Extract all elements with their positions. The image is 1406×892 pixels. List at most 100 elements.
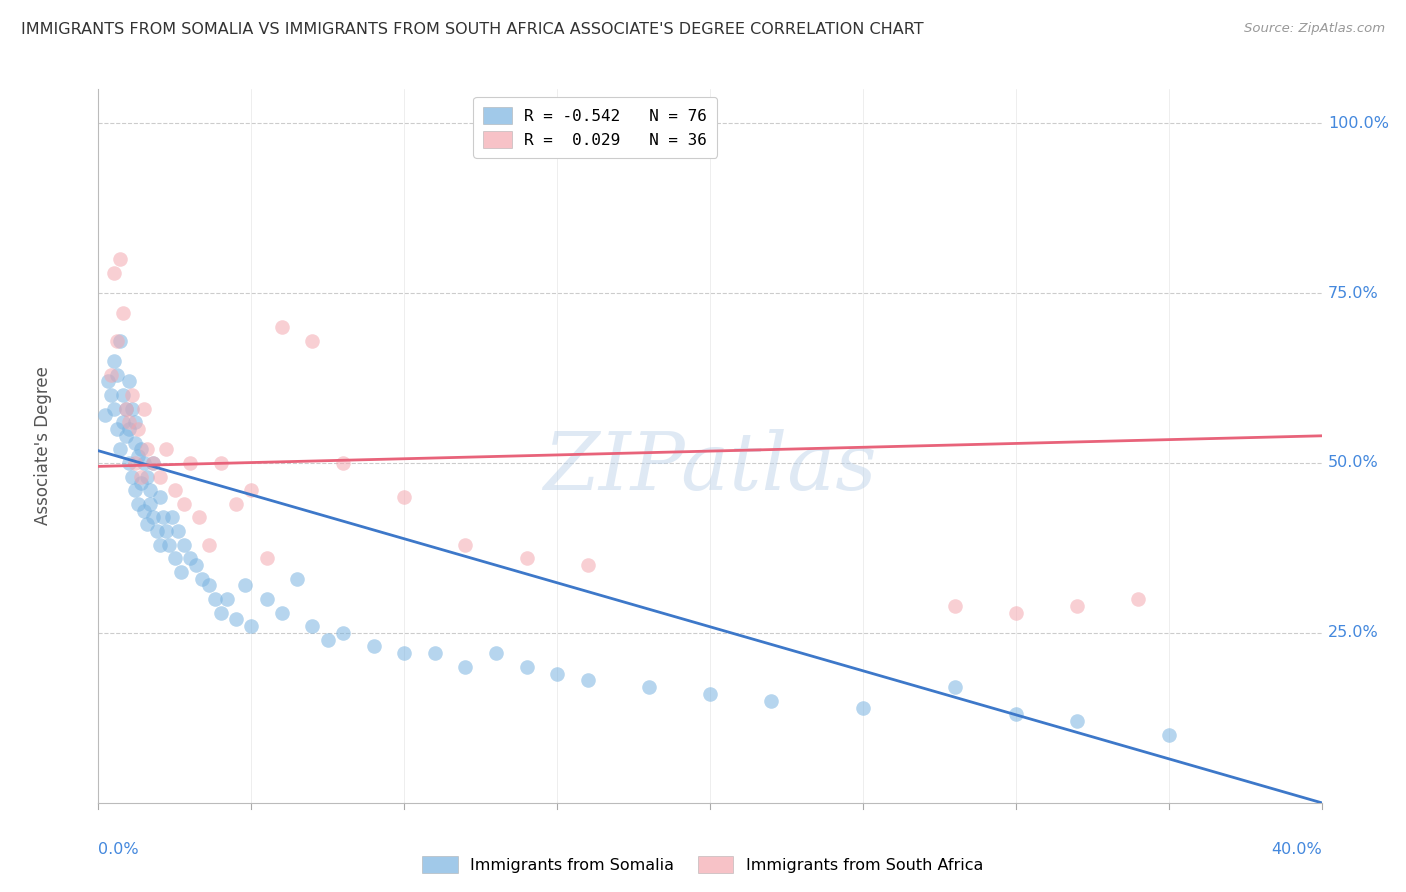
Point xyxy=(142,456,165,470)
Point xyxy=(157,537,180,551)
Point xyxy=(136,469,159,483)
Point xyxy=(149,537,172,551)
Point xyxy=(134,456,156,470)
Point xyxy=(127,449,149,463)
Point xyxy=(105,334,128,348)
Point xyxy=(1004,606,1026,620)
Point xyxy=(197,537,219,551)
Point xyxy=(127,422,149,436)
Point xyxy=(108,442,131,457)
Point xyxy=(301,334,323,348)
Point xyxy=(115,429,138,443)
Point xyxy=(316,632,339,647)
Point xyxy=(100,368,122,382)
Point xyxy=(363,640,385,654)
Point xyxy=(163,483,186,498)
Point xyxy=(134,503,156,517)
Point xyxy=(188,510,211,524)
Point xyxy=(170,565,193,579)
Point xyxy=(759,694,782,708)
Point xyxy=(179,456,201,470)
Point xyxy=(285,572,308,586)
Text: Source: ZipAtlas.com: Source: ZipAtlas.com xyxy=(1244,22,1385,36)
Point xyxy=(1004,707,1026,722)
Text: 25.0%: 25.0% xyxy=(1327,625,1378,640)
Point xyxy=(121,401,143,416)
Point xyxy=(149,469,172,483)
Point xyxy=(204,591,226,606)
Text: Associate's Degree: Associate's Degree xyxy=(34,367,52,525)
Point xyxy=(332,626,354,640)
Text: 100.0%: 100.0% xyxy=(1327,116,1389,131)
Point xyxy=(392,646,416,660)
Point xyxy=(129,442,152,457)
Point xyxy=(943,680,966,694)
Point xyxy=(152,510,174,524)
Point xyxy=(129,476,152,491)
Point xyxy=(124,435,146,450)
Point xyxy=(108,252,131,266)
Point xyxy=(105,422,128,436)
Point xyxy=(124,456,146,470)
Point xyxy=(191,572,214,586)
Point xyxy=(103,266,125,280)
Point xyxy=(111,415,134,429)
Point xyxy=(332,456,354,470)
Point xyxy=(256,551,278,566)
Point xyxy=(103,354,125,368)
Point xyxy=(215,591,238,606)
Point xyxy=(516,660,538,674)
Text: 40.0%: 40.0% xyxy=(1271,842,1322,857)
Point xyxy=(233,578,256,592)
Point xyxy=(256,591,278,606)
Point xyxy=(852,700,875,714)
Point xyxy=(225,497,247,511)
Point xyxy=(160,510,183,524)
Point xyxy=(197,578,219,592)
Point xyxy=(454,537,477,551)
Point xyxy=(167,524,190,538)
Point xyxy=(97,375,120,389)
Point xyxy=(136,517,159,532)
Point xyxy=(129,469,152,483)
Point xyxy=(179,551,201,566)
Point xyxy=(139,497,162,511)
Point xyxy=(546,666,568,681)
Point xyxy=(576,558,599,572)
Point xyxy=(1157,728,1180,742)
Point xyxy=(301,619,323,633)
Point xyxy=(118,375,141,389)
Text: ZIPatlas: ZIPatlas xyxy=(543,429,877,506)
Point xyxy=(142,510,165,524)
Point xyxy=(118,456,141,470)
Point xyxy=(93,409,115,423)
Point xyxy=(139,483,162,498)
Point xyxy=(576,673,599,688)
Point xyxy=(1128,591,1150,606)
Point xyxy=(145,524,167,538)
Legend: Immigrants from Somalia, Immigrants from South Africa: Immigrants from Somalia, Immigrants from… xyxy=(416,849,990,880)
Point xyxy=(124,483,146,498)
Point xyxy=(121,469,143,483)
Point xyxy=(173,537,195,551)
Point xyxy=(111,388,134,402)
Point xyxy=(136,442,159,457)
Point xyxy=(173,497,195,511)
Point xyxy=(225,612,247,626)
Point xyxy=(118,422,141,436)
Text: 75.0%: 75.0% xyxy=(1327,285,1378,301)
Point xyxy=(149,490,172,504)
Point xyxy=(163,551,186,566)
Text: 50.0%: 50.0% xyxy=(1327,456,1378,470)
Point xyxy=(485,646,508,660)
Legend: R = -0.542   N = 76, R =  0.029   N = 36: R = -0.542 N = 76, R = 0.029 N = 36 xyxy=(474,97,717,158)
Point xyxy=(127,497,149,511)
Point xyxy=(155,524,177,538)
Point xyxy=(108,334,131,348)
Point xyxy=(105,368,128,382)
Point xyxy=(209,606,232,620)
Point xyxy=(240,483,263,498)
Point xyxy=(270,606,292,620)
Point xyxy=(454,660,477,674)
Point xyxy=(392,490,416,504)
